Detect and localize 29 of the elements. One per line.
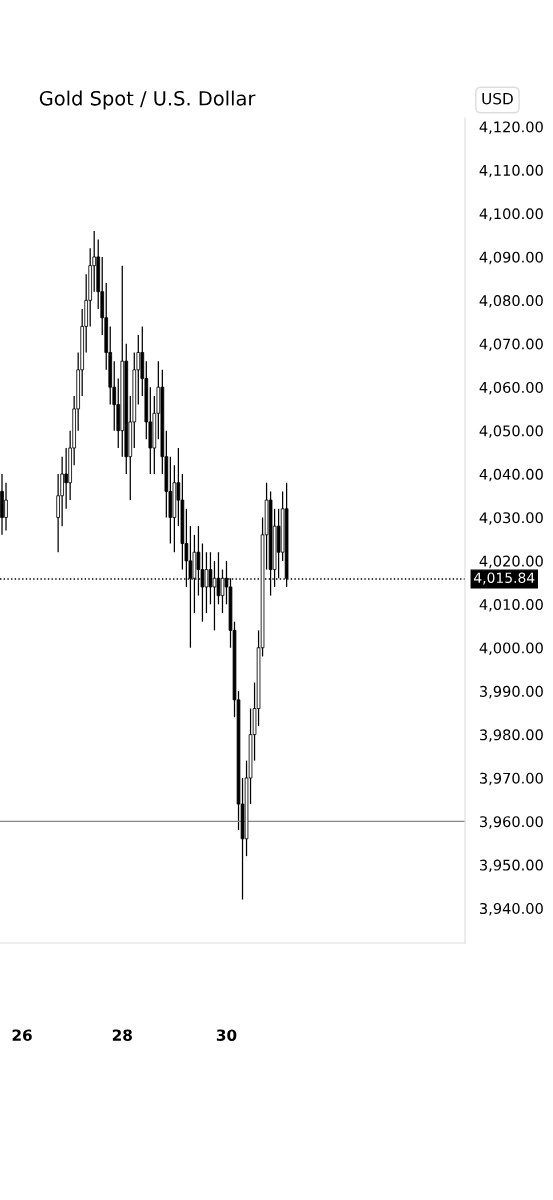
candlestick — [204, 551, 209, 614]
y-tick-label: 4,000.00 — [479, 642, 543, 655]
y-tick-label: 3,990.00 — [480, 685, 543, 699]
y-tick-label: 4,090.00 — [479, 251, 543, 265]
y-tick-label: 4,050.00 — [479, 425, 543, 438]
ref-line-label: 4,015.84 — [474, 572, 535, 585]
candlestick — [4, 482, 8, 532]
y-tick-label: 4,110.00 — [479, 164, 543, 178]
y-tick-label: 3,970.00 — [480, 772, 543, 786]
y-tick-label: 4,020.00 — [479, 555, 543, 569]
x-tick-label: 28 — [112, 1029, 132, 1041]
y-tick-label: 4,040.00 — [479, 468, 543, 482]
x-tick-label: 26 — [12, 1029, 32, 1041]
candlestick — [64, 447, 68, 510]
y-tick-label: 3,950.00 — [480, 859, 543, 873]
y-tick-label: 4,080.00 — [479, 295, 543, 308]
chart-title: Gold Spot / U.S. Dollar — [39, 90, 256, 110]
y-tick-label: 3,980.00 — [480, 729, 543, 742]
y-tick-label: 4,030.00 — [479, 512, 543, 525]
y-tick-label: 4,060.00 — [479, 381, 543, 395]
y-tick-label: 3,940.00 — [480, 902, 543, 916]
y-tick-label: 4,070.00 — [479, 338, 543, 352]
y-tick-label: 4,010.00 — [479, 599, 543, 612]
y-tick-label: 4,120.00 — [479, 121, 543, 134]
y-tick-label: 3,960.00 — [480, 816, 543, 829]
x-tick-label: 30 — [216, 1029, 237, 1041]
candlestick — [212, 560, 217, 631]
text: USD — [482, 92, 513, 105]
y-tick-label: 4,100.00 — [479, 208, 543, 221]
